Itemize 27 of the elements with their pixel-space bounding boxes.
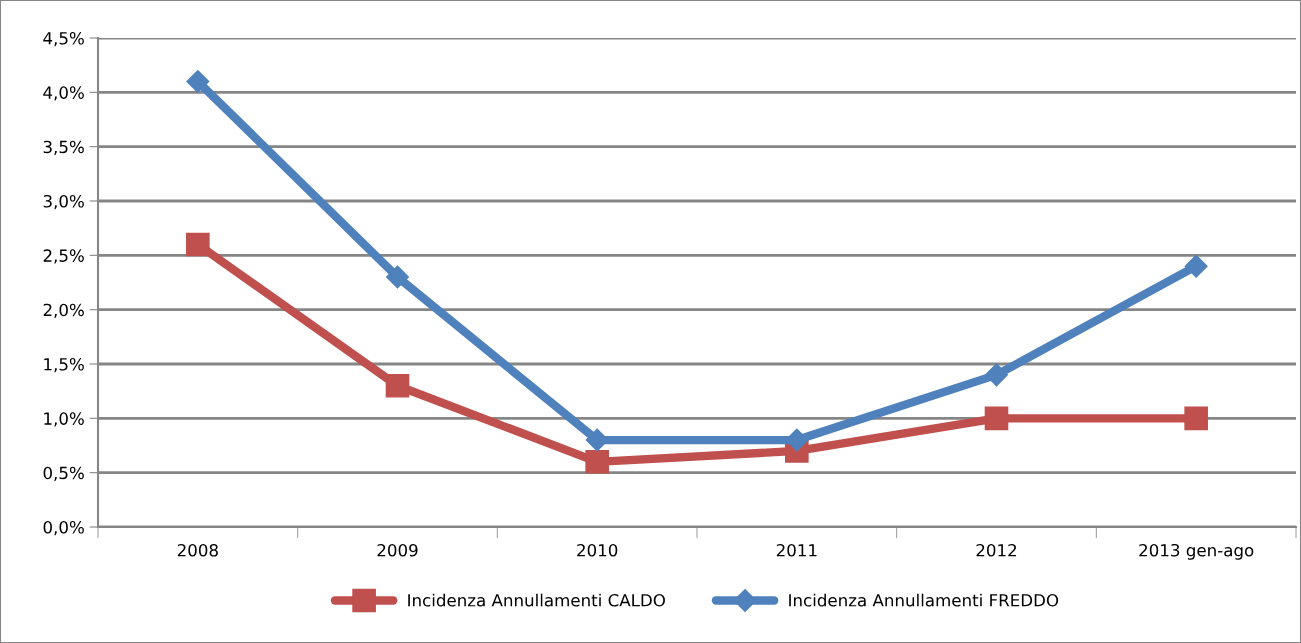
y-tick-label: 2,0% — [43, 303, 84, 318]
y-tick-label: 1,5% — [44, 357, 84, 373]
point — [186, 69, 210, 93]
point — [385, 373, 410, 398]
x-tick-label: 2013 gen-ago — [1139, 543, 1254, 560]
x-tick-label: 2012 — [976, 543, 1017, 557]
point — [1184, 406, 1208, 431]
x-tick-label: 2008 — [177, 543, 218, 557]
point — [1184, 254, 1208, 278]
legend-label: Incidenza Annullamenti FREDDO — [789, 593, 1059, 607]
y-tick-label: 1,0% — [44, 412, 84, 427]
point — [985, 363, 1008, 387]
y-tick-label: 2,5% — [43, 249, 84, 264]
y-tick-label: 0,0% — [43, 520, 84, 536]
y-tick-label: 3,5% — [43, 140, 84, 155]
y-tick-label: 4,0% — [43, 86, 84, 101]
x-tick-label: 2011 — [776, 543, 817, 557]
point — [585, 449, 609, 474]
y-tick-label: 4,5% — [43, 31, 84, 47]
point — [386, 265, 409, 289]
y-tick-label: 0,5% — [43, 466, 84, 481]
y-tick-label: 3,0% — [43, 194, 84, 210]
legend-label: Incidenza Annullamenti CALDO — [408, 593, 665, 607]
x-tick-label: 2009 — [377, 543, 418, 557]
point — [984, 406, 1009, 431]
point — [186, 232, 210, 257]
x-tick-label: 2010 — [577, 543, 618, 557]
